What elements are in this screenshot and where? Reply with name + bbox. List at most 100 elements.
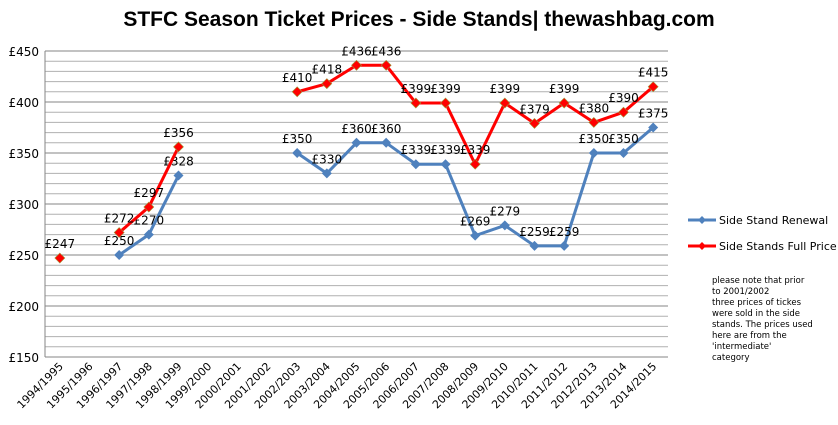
series-line-segment xyxy=(118,205,150,234)
data-point xyxy=(470,230,481,241)
data-point xyxy=(143,229,154,240)
data-label: £270 xyxy=(134,214,165,228)
data-label: £297 xyxy=(134,186,165,200)
data-label: £356 xyxy=(163,126,194,140)
data-point xyxy=(529,117,540,129)
data-point xyxy=(499,97,511,109)
data-label: £399 xyxy=(490,82,521,96)
note-line: 'intermediate' xyxy=(712,342,772,352)
data-point xyxy=(291,86,303,98)
data-label: £339 xyxy=(460,143,491,157)
note-line: were sold in the side xyxy=(712,309,801,319)
series-line-segment xyxy=(562,152,596,247)
legend-swatch-renewal xyxy=(688,216,716,224)
legend-swatch-full-price xyxy=(688,242,716,250)
note-line: here are from the xyxy=(712,331,787,341)
data-point xyxy=(351,137,362,148)
series-line-segment xyxy=(473,102,507,165)
data-point xyxy=(54,252,66,264)
series-line-segment xyxy=(622,85,655,114)
series-line-segment xyxy=(296,82,328,94)
legend-label-renewal: Side Stand Renewal xyxy=(719,213,829,227)
data-label: £330 xyxy=(312,152,343,166)
data-point xyxy=(173,141,184,153)
note-line: three prices of tickes xyxy=(712,298,802,308)
series-line-segment xyxy=(593,110,624,124)
data-point xyxy=(351,59,362,71)
data-point xyxy=(440,159,451,170)
legend-item-renewal: Side Stand Renewal xyxy=(688,210,837,230)
chart-title: STFC Season Ticket Prices - Side Stands|… xyxy=(123,8,715,31)
data-label: £436 xyxy=(371,44,402,58)
series-line-segment xyxy=(533,101,566,125)
series-line-segment xyxy=(622,126,655,155)
data-point xyxy=(618,106,629,118)
data-point xyxy=(618,148,629,158)
data-label: £380 xyxy=(579,101,610,115)
data-label: £360 xyxy=(341,122,372,136)
data-label: £272 xyxy=(104,212,135,226)
data-point xyxy=(410,97,422,109)
data-label: £259 xyxy=(519,225,550,239)
series-line-segment xyxy=(147,146,180,208)
data-label: £410 xyxy=(282,71,313,85)
data-point xyxy=(647,81,659,93)
data-label: £399 xyxy=(549,82,580,96)
series-line-segment xyxy=(147,174,180,236)
series-line-segment xyxy=(118,233,150,257)
data-label: £436 xyxy=(341,44,372,58)
y-tick-label: £400 xyxy=(8,96,39,110)
data-label: £247 xyxy=(45,237,76,251)
data-point xyxy=(321,168,332,179)
data-label: £415 xyxy=(638,66,669,80)
y-tick-label: £200 xyxy=(8,300,39,314)
data-point xyxy=(588,148,599,158)
series-line-segment xyxy=(325,141,358,175)
data-point xyxy=(114,250,125,260)
y-tick-label: £350 xyxy=(8,147,39,161)
data-point xyxy=(559,240,570,251)
data-label: £375 xyxy=(638,107,669,121)
data-point xyxy=(558,97,570,109)
data-point xyxy=(529,240,540,251)
legend-label-full-price: Side Stands Full Price xyxy=(719,239,837,253)
data-point xyxy=(588,116,600,128)
data-point xyxy=(173,170,184,181)
data-point xyxy=(113,227,125,238)
data-label: £350 xyxy=(608,132,639,146)
data-label: £350 xyxy=(282,132,313,146)
data-label: £339 xyxy=(430,143,461,157)
note-line: to 2001/2002 xyxy=(712,287,770,297)
data-point xyxy=(469,158,481,170)
y-tick-label: £450 xyxy=(8,45,39,59)
data-label: £350 xyxy=(579,132,610,146)
data-point xyxy=(499,220,510,231)
y-tick-label: £300 xyxy=(8,198,39,212)
series-line-segment xyxy=(503,224,536,248)
data-label: £390 xyxy=(608,91,639,105)
series-line-segment xyxy=(384,64,418,104)
series-line-segment xyxy=(296,151,328,175)
data-label: £418 xyxy=(312,63,343,77)
note-line: please note that prior xyxy=(712,276,805,286)
data-label: £360 xyxy=(371,122,402,136)
series-line-segment xyxy=(474,224,506,238)
data-label: £399 xyxy=(430,82,461,96)
data-label: £339 xyxy=(401,143,432,157)
data-point xyxy=(380,59,392,71)
series-line-segment xyxy=(385,141,417,166)
series-line-segment xyxy=(444,163,477,237)
note-line: category xyxy=(712,353,750,363)
data-point xyxy=(143,201,155,213)
data-label: £279 xyxy=(490,204,521,218)
data-label: £250 xyxy=(104,234,135,248)
data-point xyxy=(321,78,333,90)
y-tick-label: £250 xyxy=(8,249,39,263)
series-line-segment xyxy=(444,102,477,165)
footnote: please note that prior to 2001/2002 thre… xyxy=(712,276,832,364)
data-point xyxy=(292,148,303,158)
series-line-segment xyxy=(503,101,536,125)
note-line: stands. The prices used xyxy=(712,320,813,330)
data-point xyxy=(410,159,421,170)
